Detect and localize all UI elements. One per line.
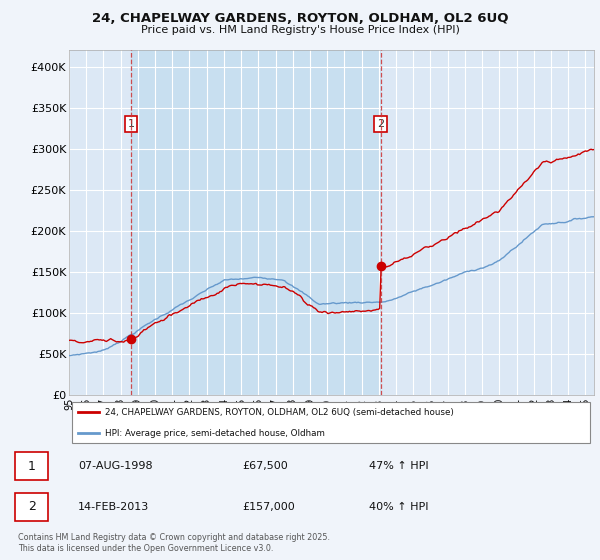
Text: 1: 1: [28, 460, 35, 473]
Text: 1: 1: [127, 119, 134, 129]
Text: 47% ↑ HPI: 47% ↑ HPI: [369, 461, 429, 472]
Text: 2: 2: [28, 501, 35, 514]
Text: 07-AUG-1998: 07-AUG-1998: [78, 461, 153, 472]
Text: Price paid vs. HM Land Registry's House Price Index (HPI): Price paid vs. HM Land Registry's House …: [140, 25, 460, 35]
Text: 24, CHAPELWAY GARDENS, ROYTON, OLDHAM, OL2 6UQ (semi-detached house): 24, CHAPELWAY GARDENS, ROYTON, OLDHAM, O…: [105, 408, 454, 417]
Text: 14-FEB-2013: 14-FEB-2013: [78, 502, 149, 512]
Text: 2: 2: [377, 119, 384, 129]
Text: HPI: Average price, semi-detached house, Oldham: HPI: Average price, semi-detached house,…: [105, 428, 325, 437]
FancyBboxPatch shape: [15, 493, 48, 521]
Bar: [131, 50, 380, 395]
Text: £157,000: £157,000: [242, 502, 295, 512]
Text: Contains HM Land Registry data © Crown copyright and database right 2025.
This d: Contains HM Land Registry data © Crown c…: [18, 533, 330, 553]
Text: 40% ↑ HPI: 40% ↑ HPI: [369, 502, 428, 512]
Text: 24, CHAPELWAY GARDENS, ROYTON, OLDHAM, OL2 6UQ: 24, CHAPELWAY GARDENS, ROYTON, OLDHAM, O…: [92, 12, 508, 25]
FancyBboxPatch shape: [71, 402, 590, 444]
Text: £67,500: £67,500: [242, 461, 288, 472]
FancyBboxPatch shape: [15, 452, 48, 480]
